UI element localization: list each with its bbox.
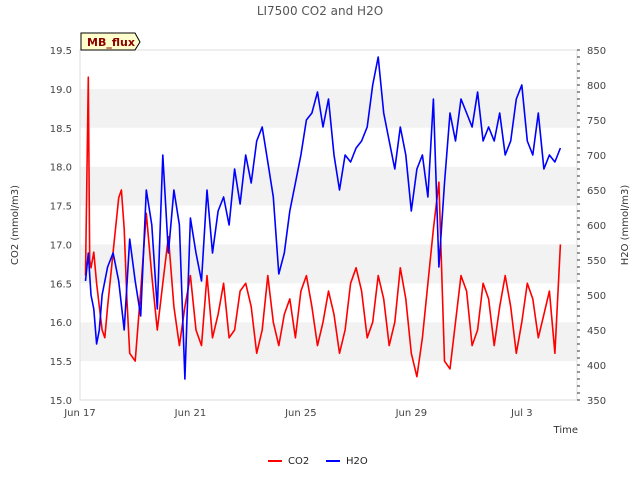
- series-lines: [84, 56, 562, 380]
- y-left-tick-label: 18.5: [50, 124, 72, 135]
- y-axis-right-title: H2O (mmol/m3): [620, 185, 631, 266]
- y-right-tick-label: 350: [587, 396, 606, 407]
- series-line-co2: [84, 76, 562, 378]
- y-right-tick-label: 550: [587, 256, 606, 267]
- site-badge: MB_flux: [80, 32, 141, 51]
- grid-band: [80, 50, 577, 89]
- legend-label-co2: CO2: [288, 456, 309, 467]
- x-tick-label: Jul 3: [510, 408, 533, 419]
- y-left-tick-label: 15.5: [50, 357, 72, 368]
- y-left-tick-label: 19.0: [50, 85, 72, 96]
- y-left-tick-label: 17.0: [50, 240, 72, 251]
- x-tick-label: Jun 25: [284, 408, 317, 419]
- x-axis-title: Time: [553, 425, 578, 436]
- y-axis-left: 15.0 15.5 16.0 16.5 17.0 17.5 18.0 18.5 19.0 19.5: [50, 46, 72, 407]
- y-axis-left-title: CO2 (mmol/m3): [10, 185, 21, 265]
- y-right-tick-label: 700: [587, 151, 606, 162]
- y-right-tick-label: 750: [587, 116, 606, 127]
- y-right-tick-label: 800: [587, 81, 606, 92]
- y-axis-right: 350 400 450 500 550 600 650 700 750 800 850: [577, 46, 606, 407]
- y-left-tick-label: 16.5: [50, 279, 72, 290]
- grid-band: [80, 166, 577, 206]
- x-tick-label: Jun 17: [63, 408, 96, 419]
- legend-label-h2o: H2O: [346, 456, 368, 467]
- x-tick-label: Jun 29: [395, 408, 428, 419]
- y-left-tick-label: 15.0: [50, 396, 72, 407]
- grid-band: [80, 322, 577, 362]
- legend: CO2 H2O: [268, 456, 368, 467]
- grid-band: [80, 361, 577, 400]
- grid-band: [80, 205, 577, 245]
- y-left-tick-label: 16.0: [50, 318, 72, 329]
- chart-title: LI7500 CO2 and H2O: [257, 4, 383, 18]
- x-tick-label: Jun 21: [174, 408, 207, 419]
- y-right-tick-label: 400: [587, 361, 606, 372]
- y-left-tick-label: 19.5: [50, 46, 72, 57]
- y-right-tick-label: 450: [587, 326, 606, 337]
- background-bands: [80, 50, 577, 400]
- y-left-tick-label: 18.0: [50, 163, 72, 174]
- y-right-tick-label: 600: [587, 221, 606, 232]
- x-axis: Jun 17 Jun 21 Jun 25 Jun 29 Jul 3: [63, 408, 532, 419]
- y-left-tick-label: 17.5: [50, 202, 72, 213]
- y-right-tick-label: 850: [587, 46, 606, 57]
- grid-band: [80, 88, 577, 128]
- y-right-tick-label: 650: [587, 186, 606, 197]
- series-line-h2o: [84, 56, 562, 380]
- site-badge-label: MB_flux: [87, 36, 135, 49]
- y-right-tick-label: 500: [587, 291, 606, 302]
